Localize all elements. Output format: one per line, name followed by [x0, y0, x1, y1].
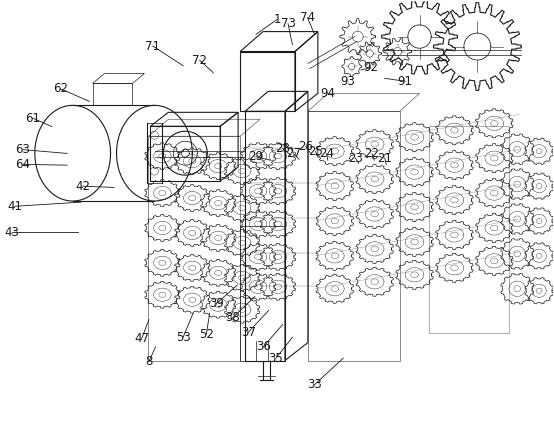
Text: 61: 61 [25, 112, 40, 125]
Text: 29: 29 [249, 150, 264, 163]
Text: 91: 91 [398, 75, 413, 88]
Text: 24: 24 [319, 147, 334, 160]
Text: 35: 35 [269, 352, 283, 365]
Text: 22: 22 [365, 147, 379, 160]
Text: 64: 64 [16, 158, 30, 171]
Text: 71: 71 [145, 40, 160, 53]
Text: 73: 73 [281, 17, 295, 30]
Text: 37: 37 [241, 326, 256, 338]
Text: 62: 62 [53, 83, 68, 95]
Text: 36: 36 [256, 340, 271, 353]
Text: 43: 43 [4, 226, 19, 239]
Text: 63: 63 [16, 143, 30, 156]
Text: 1: 1 [273, 13, 281, 26]
Text: 27: 27 [286, 147, 301, 160]
Text: 8: 8 [145, 355, 152, 368]
Text: 47: 47 [134, 332, 149, 345]
Text: 28: 28 [275, 142, 290, 155]
Text: 74: 74 [300, 11, 315, 24]
Text: 23: 23 [348, 152, 363, 165]
Text: 93: 93 [340, 75, 355, 88]
Text: 25: 25 [308, 145, 323, 158]
Text: 53: 53 [176, 331, 191, 344]
Text: 52: 52 [199, 328, 214, 341]
Text: 38: 38 [225, 311, 240, 324]
Text: 41: 41 [7, 200, 22, 213]
Text: 33: 33 [307, 378, 322, 391]
Text: 21: 21 [377, 152, 392, 165]
Text: 92: 92 [363, 61, 378, 75]
Text: 94: 94 [320, 87, 335, 100]
Text: 42: 42 [75, 180, 90, 193]
Text: 39: 39 [209, 297, 224, 310]
Text: 72: 72 [192, 54, 207, 67]
Text: 26: 26 [298, 140, 313, 153]
